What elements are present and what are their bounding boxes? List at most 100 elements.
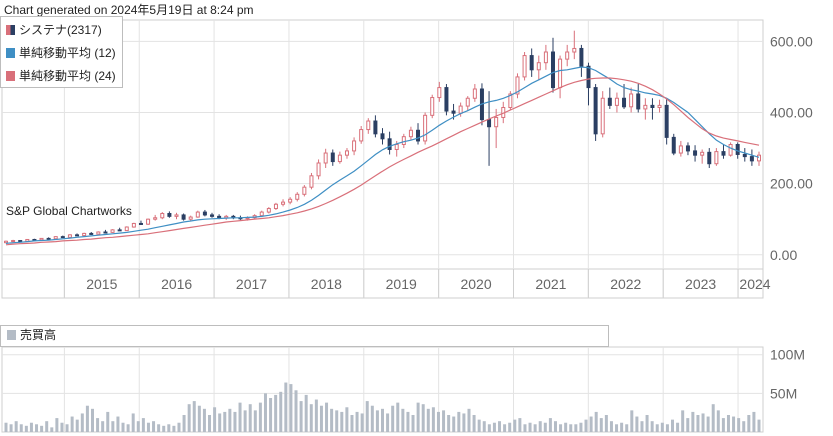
candle — [323, 152, 328, 164]
volume-bar — [543, 422, 547, 432]
candle — [394, 144, 399, 150]
volume-bar — [681, 410, 685, 432]
volume-bar — [732, 416, 736, 432]
volume-bar — [620, 422, 624, 432]
volume-bar — [218, 413, 222, 432]
candle — [337, 154, 342, 163]
volume-bar — [330, 408, 334, 432]
candle — [210, 214, 215, 217]
volume-bar — [80, 413, 84, 432]
candle — [572, 47, 577, 53]
candle — [89, 232, 94, 235]
volume-bar — [533, 424, 537, 432]
volume-bar — [528, 422, 532, 432]
volume-bar — [248, 404, 252, 432]
volume-bar — [477, 419, 481, 432]
volume-bar — [503, 424, 507, 432]
volume-bar — [309, 404, 313, 432]
volume-bar — [401, 408, 405, 432]
candle — [82, 232, 87, 237]
volume-bar — [299, 401, 303, 432]
candle — [416, 129, 421, 142]
volume-bar — [416, 402, 420, 432]
legend-item-sma12[interactable]: 単純移動平均 (12) — [6, 44, 116, 60]
candle — [53, 236, 58, 240]
candle — [643, 104, 648, 110]
candle — [515, 76, 520, 95]
volume-bar — [197, 405, 201, 432]
volume-bar — [523, 424, 527, 432]
volume-bar — [9, 424, 13, 432]
candle — [508, 93, 513, 109]
chart-generated-note: Chart generated on 2024年5月19日 at 8:24 pm — [4, 3, 254, 17]
watermark: S&P Global Chartworks — [6, 204, 132, 218]
volume-bar — [457, 411, 461, 432]
candle — [401, 136, 406, 145]
candle — [352, 140, 357, 152]
candle — [309, 175, 314, 188]
volume-bar — [126, 424, 130, 432]
candle — [316, 162, 321, 177]
legend-item-sma24[interactable]: 単純移動平均 (24) — [6, 67, 116, 83]
candle — [494, 116, 499, 128]
candle — [465, 97, 470, 107]
volume-bar — [625, 424, 629, 432]
x-tick-label: 2021 — [535, 276, 566, 292]
volume-bar — [96, 418, 100, 432]
volume-tick-label: 50M — [770, 385, 797, 401]
candle — [749, 156, 754, 162]
candle — [586, 65, 591, 89]
volume-bar — [462, 413, 466, 432]
candle — [373, 120, 378, 135]
volume-legend[interactable]: 売買高 — [0, 325, 609, 347]
volume-bar — [391, 405, 395, 432]
volume-bar — [233, 411, 237, 432]
volume-bar — [630, 410, 634, 432]
candle — [714, 151, 719, 165]
volume-bar — [314, 399, 318, 432]
candle — [536, 62, 541, 71]
candle — [529, 55, 534, 71]
sma24-line — [5, 77, 760, 246]
candle — [75, 234, 80, 237]
volume-bar — [726, 415, 730, 432]
candle — [138, 222, 143, 225]
candle — [472, 88, 477, 99]
volume-bar — [182, 415, 186, 432]
volume-bar — [752, 411, 756, 432]
volume-bar — [223, 411, 227, 432]
candle — [96, 231, 101, 235]
volume-bar — [467, 408, 471, 432]
candle — [103, 231, 108, 234]
volume-bar — [406, 411, 410, 432]
candle — [359, 129, 364, 142]
x-tick-label: 2018 — [311, 276, 342, 292]
volume-bar — [436, 411, 440, 432]
volume-bar — [243, 410, 247, 432]
volume-bar — [101, 421, 105, 432]
volume-bar — [106, 411, 110, 432]
candle — [259, 211, 264, 217]
volume-bar — [60, 422, 64, 432]
candle — [657, 104, 662, 109]
volume-bar — [721, 418, 725, 432]
legend-item-price[interactable]: システナ(2317) — [6, 21, 102, 37]
volume-bar — [157, 424, 161, 432]
candle — [146, 218, 151, 225]
candle — [607, 97, 612, 106]
volume-bar — [640, 421, 644, 432]
volume-bar — [411, 415, 415, 432]
volume-bar — [263, 393, 267, 432]
x-tick-label: 2015 — [86, 276, 117, 292]
volume-bar — [35, 424, 39, 432]
volume-bar — [594, 411, 598, 432]
candle — [174, 214, 179, 217]
candle — [700, 151, 705, 156]
volume-bar — [584, 419, 588, 432]
volume-bar — [50, 427, 54, 432]
volume-bar — [152, 421, 156, 432]
candle — [487, 119, 492, 128]
volume-bar — [304, 394, 308, 432]
legend: システナ(2317) 単純移動平均 (12) 単純移動平均 (24) — [0, 16, 123, 88]
